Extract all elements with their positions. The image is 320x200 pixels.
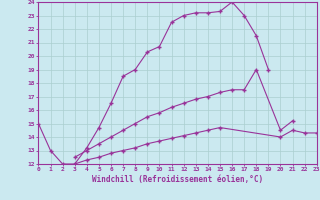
X-axis label: Windchill (Refroidissement éolien,°C): Windchill (Refroidissement éolien,°C) xyxy=(92,175,263,184)
